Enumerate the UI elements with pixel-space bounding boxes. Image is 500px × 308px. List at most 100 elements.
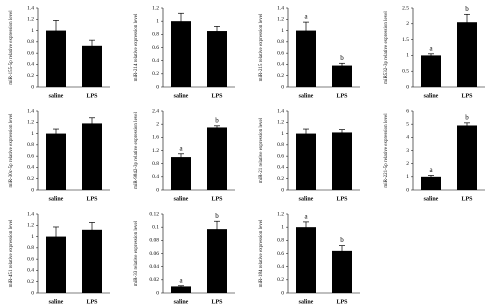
panel: 0 0.2 0.4 0.6 0.8 1 1.2 1.4 miR-21 relative expr… [259,108,360,202]
y-tick-label: 0.6 [152,45,159,51]
y-tick-label: 0.08 [149,238,159,244]
y-tick-label: 0.6 [277,153,284,159]
panel: 0 0.4 0.8 1.2 1.6 2 2.4 miR-9842-3p relative ex… [134,108,235,202]
y-tick-label: 0.1 [152,224,159,230]
y-tick-label: 0.8 [27,39,34,45]
y-axis-label: miR-221-5p relative expression level [384,113,389,188]
error-bar [178,153,184,161]
y-tick-label: 1 [406,174,409,180]
y-tick-label: 1.6 [152,135,159,141]
y-tick-label: 0 [31,187,34,193]
y-tick-label: 0.8 [27,142,34,148]
bar [46,30,66,88]
y-tick-label: 6 [406,108,409,114]
y-tick-label: 1 [281,131,284,137]
y-tick-label: 0.8 [152,32,159,38]
error-bar [303,221,309,233]
y-tick-label: 1 [281,224,284,230]
x-tick-label: LPS [461,93,473,99]
y-tick-label: 0.8 [277,142,284,148]
y-tick-label: 1 [406,53,409,59]
y-tick-label: 0.2 [27,176,34,182]
y-tick-label: 0.2 [27,73,34,79]
y-tick-label: 0.6 [277,50,284,56]
significance-letter: a [429,166,433,174]
significance-letter: b [215,212,219,220]
y-tick-label: 2 [406,161,409,167]
panel: 0 0.2 0.4 0.6 0.8 1 1.2 1.4 miR-215 relative exp… [259,5,360,99]
y-tick-label: 0.4 [27,62,34,68]
y-tick-label: 0.6 [277,251,284,257]
y-tick-label: 0.8 [152,161,159,167]
y-tick-label: 0.4 [27,268,34,274]
x-tick-label: LPS [336,196,348,202]
panel: 0 0.02 0.04 0.06 0.08 0.1 0.12 miR-33 relative … [134,211,235,305]
y-axis-label: miR-155-5p relative expression level [9,10,14,85]
y-tick-label: 0.2 [277,73,284,79]
y-tick-label: 0.8 [277,39,284,45]
y-tick-label: 0.5 [402,68,409,74]
x-tick-label: saline [299,93,314,99]
y-tick-label: 0.6 [27,50,34,56]
bar [457,22,477,87]
panel: 0 0.5 1 1.5 2 2.5 miR532-3p relative expressio… [384,5,485,99]
y-tick-label: 0.4 [27,165,34,171]
x-tick-label: LPS [336,299,348,305]
significance-letter: a [304,213,308,221]
y-tick-label: 0.4 [277,264,284,270]
significance-letter: a [304,13,308,21]
bar [207,127,227,190]
bar [332,250,352,293]
y-tick-label: 5 [406,121,409,127]
y-axis-label: miR-184 relative expression level [259,219,264,287]
error-bar [464,122,470,129]
x-tick-label: LPS [86,299,98,305]
x-tick-label: LPS [86,93,98,99]
error-bar [178,285,184,288]
x-tick-label: saline [49,93,64,99]
y-axis-label: miR-21 relative expression level [259,117,264,183]
y-tick-label: 0.4 [277,62,284,68]
y-tick-label: 1 [31,28,34,34]
y-tick-label: 1.4 [27,5,34,11]
x-tick-label: LPS [461,196,473,202]
error-bar [214,220,220,238]
y-tick-label: 0 [281,187,284,193]
bar [82,229,102,293]
y-tick-label: 0 [281,84,284,90]
y-tick-label: 0 [31,290,34,296]
y-tick-label: 2.5 [402,5,409,11]
y-tick-label: 0.2 [277,277,284,283]
error-bar [89,117,95,130]
y-tick-label: 1.2 [152,148,159,154]
y-tick-label: 1.2 [27,17,34,23]
x-tick-label: saline [49,299,64,305]
error-bar [339,245,345,257]
x-tick-label: saline [424,196,439,202]
error-bar [53,226,59,247]
y-tick-label: 0.4 [277,165,284,171]
y-axis-label: miR532-3p relative expression level [384,11,389,84]
y-tick-label: 1.4 [27,211,34,217]
y-tick-label: 0.6 [27,153,34,159]
y-tick-label: 2 [156,121,159,127]
y-tick-label: 0.2 [277,176,284,182]
panel: 0 1 2 3 4 5 6 miR-221-5p relative expression le… [384,108,485,202]
bar [332,65,352,87]
bar [171,286,191,293]
x-tick-label: LPS [211,196,223,202]
y-tick-label: 1.5 [402,37,409,43]
y-tick-label: 1 [31,234,34,240]
x-tick-label: saline [174,196,189,202]
significance-letter: a [179,144,183,152]
error-bar [428,175,434,179]
bar [207,31,227,88]
y-tick-label: 1.4 [277,108,284,114]
x-tick-label: saline [49,196,64,202]
y-axis-label: miR-215 relative expression level [259,13,264,81]
panel: 0 0.2 0.4 0.6 0.8 1 1.2 1.4 miR-155-5p relative … [9,5,110,99]
significance-letter: b [465,5,469,13]
y-axis-label: miR-9842-3p relative expression level [134,112,139,189]
error-bar [89,39,95,52]
